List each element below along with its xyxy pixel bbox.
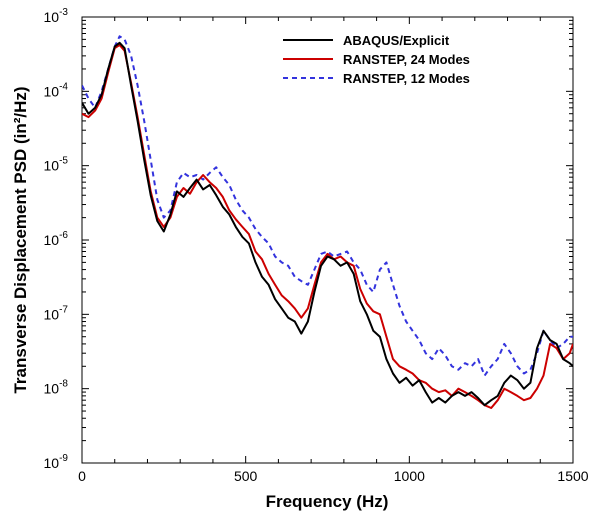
legend-label: RANSTEP, 12 Modes [343, 71, 470, 86]
x-tick-label: 1000 [394, 468, 425, 484]
legend-label: ABAQUS/Explicit [343, 33, 450, 48]
series-line-0 [82, 41, 573, 407]
x-tick-label: 500 [234, 468, 258, 484]
x-axis-title: Frequency (Hz) [266, 492, 389, 511]
y-tick-label: 10-3 [44, 7, 69, 25]
y-tick-label: 10-9 [44, 453, 69, 471]
x-tick-labels: 0 500 1000 1500 [78, 468, 589, 484]
y-tick-labels: 10-3 10-4 10-5 10-6 10-7 10-8 10-9 [44, 7, 69, 471]
series-lines [82, 35, 573, 409]
axis-ticks [81, 16, 574, 464]
y-tick-label: 10-8 [44, 379, 69, 397]
y-tick-label: 10-5 [44, 156, 69, 174]
legend: ABAQUS/Explicit RANSTEP, 24 Modes RANSTEP,… [283, 33, 470, 86]
y-tick-label: 10-7 [44, 304, 69, 322]
x-tick-label: 0 [78, 468, 86, 484]
y-tick-label: 10-6 [44, 230, 69, 248]
legend-label: RANSTEP, 24 Modes [343, 52, 470, 67]
series-line-2 [82, 35, 573, 377]
series-line-1 [82, 44, 573, 409]
y-tick-label: 10-4 [44, 81, 69, 99]
plot-area [81, 16, 574, 464]
y-axis-title: Transverse Displacement PSD (in²/Hz) [11, 86, 30, 393]
x-tick-label: 1500 [557, 468, 588, 484]
